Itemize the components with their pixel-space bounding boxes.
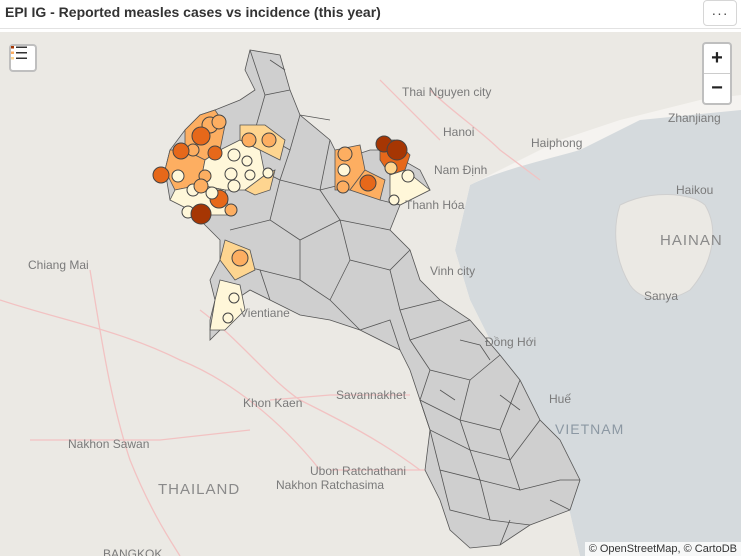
incidence-circle — [228, 292, 240, 304]
incidence-circle — [224, 203, 238, 217]
incidence-circle — [336, 180, 350, 194]
district-ne-2 — [389, 169, 431, 206]
incidence-circle — [401, 169, 415, 183]
map-label: Savannakhet — [336, 388, 407, 402]
incidence-circle — [244, 169, 256, 181]
incidence-circle — [211, 114, 227, 130]
incidence-circle — [227, 179, 241, 193]
map-label: THAILAND — [158, 481, 241, 498]
map-label: Huế — [549, 392, 572, 406]
incidence-circle — [231, 249, 249, 267]
china-coast — [560, 32, 741, 140]
incidence-circle — [384, 161, 398, 175]
map-label: VIETNAM — [555, 421, 625, 437]
panel-menu-button[interactable]: ··· — [703, 0, 737, 26]
map-label: Vinh city — [430, 264, 476, 278]
map-label: Ubon Ratchathani — [310, 464, 407, 478]
incidence-circle — [172, 142, 190, 160]
incidence-circles — [152, 114, 415, 324]
map-label: Đồng Hới — [485, 335, 537, 349]
incidence-circle — [337, 146, 353, 162]
basemap — [0, 32, 741, 556]
legend-toggle-button[interactable] — [9, 44, 37, 72]
zoom-control: + − — [702, 42, 732, 105]
incidence-circle — [205, 186, 219, 200]
map-label: Nakhon Sawan — [68, 437, 150, 451]
incidence-circle — [152, 166, 170, 184]
incidence-circle — [261, 132, 277, 148]
zoom-in-button[interactable]: + — [704, 44, 730, 74]
map-label: Nam Định — [434, 163, 488, 177]
map-label: Hanoi — [443, 125, 475, 139]
map-label: Nakhon Ratchasima — [276, 478, 385, 492]
incidence-circle — [386, 139, 408, 161]
incidence-circle — [193, 178, 209, 194]
incidence-circle — [337, 163, 351, 177]
incidence-circle — [241, 132, 257, 148]
incidence-circle — [227, 148, 241, 162]
incidence-circle — [388, 194, 400, 206]
map-label: Chiang Mai — [28, 258, 89, 272]
incidence-circle — [359, 174, 377, 192]
incidence-circle — [241, 155, 253, 167]
map-label: Zhanjiang — [668, 111, 721, 125]
incidence-circle — [190, 203, 212, 225]
incidence-circle — [224, 167, 238, 181]
map-label: Sanya — [644, 289, 679, 303]
panel-header: EPI IG - Reported measles cases vs incid… — [0, 0, 741, 29]
map-label: HAINAN — [660, 232, 723, 249]
panel-title: EPI IG - Reported measles cases vs incid… — [5, 4, 381, 20]
map-label: Thai Nguyen city — [402, 85, 492, 99]
legend-list-icon — [11, 46, 27, 60]
incidence-circle — [171, 169, 185, 183]
district-west-2 — [209, 279, 246, 331]
zoom-out-button[interactable]: − — [711, 77, 723, 99]
incidence-circle — [191, 126, 211, 146]
roads — [0, 79, 541, 556]
incidence-circle — [262, 167, 274, 179]
map-container[interactable]: Thai Nguyen city Hanoi Haiphong Nam Định… — [0, 32, 741, 556]
incidence-circle — [222, 312, 234, 324]
map-label: Khon Kaen — [243, 396, 303, 410]
map-label: Thanh Hóa — [405, 198, 465, 212]
map-attribution[interactable]: © OpenStreetMap, © CartoDB — [584, 542, 741, 556]
map-label: Haikou — [676, 183, 714, 197]
incidence-circle — [207, 145, 223, 161]
map-label: Vientiane — [240, 306, 290, 320]
map-label: Haiphong — [531, 136, 583, 150]
map-label: BANGKOK — [103, 547, 163, 556]
hainan-island — [615, 194, 714, 300]
